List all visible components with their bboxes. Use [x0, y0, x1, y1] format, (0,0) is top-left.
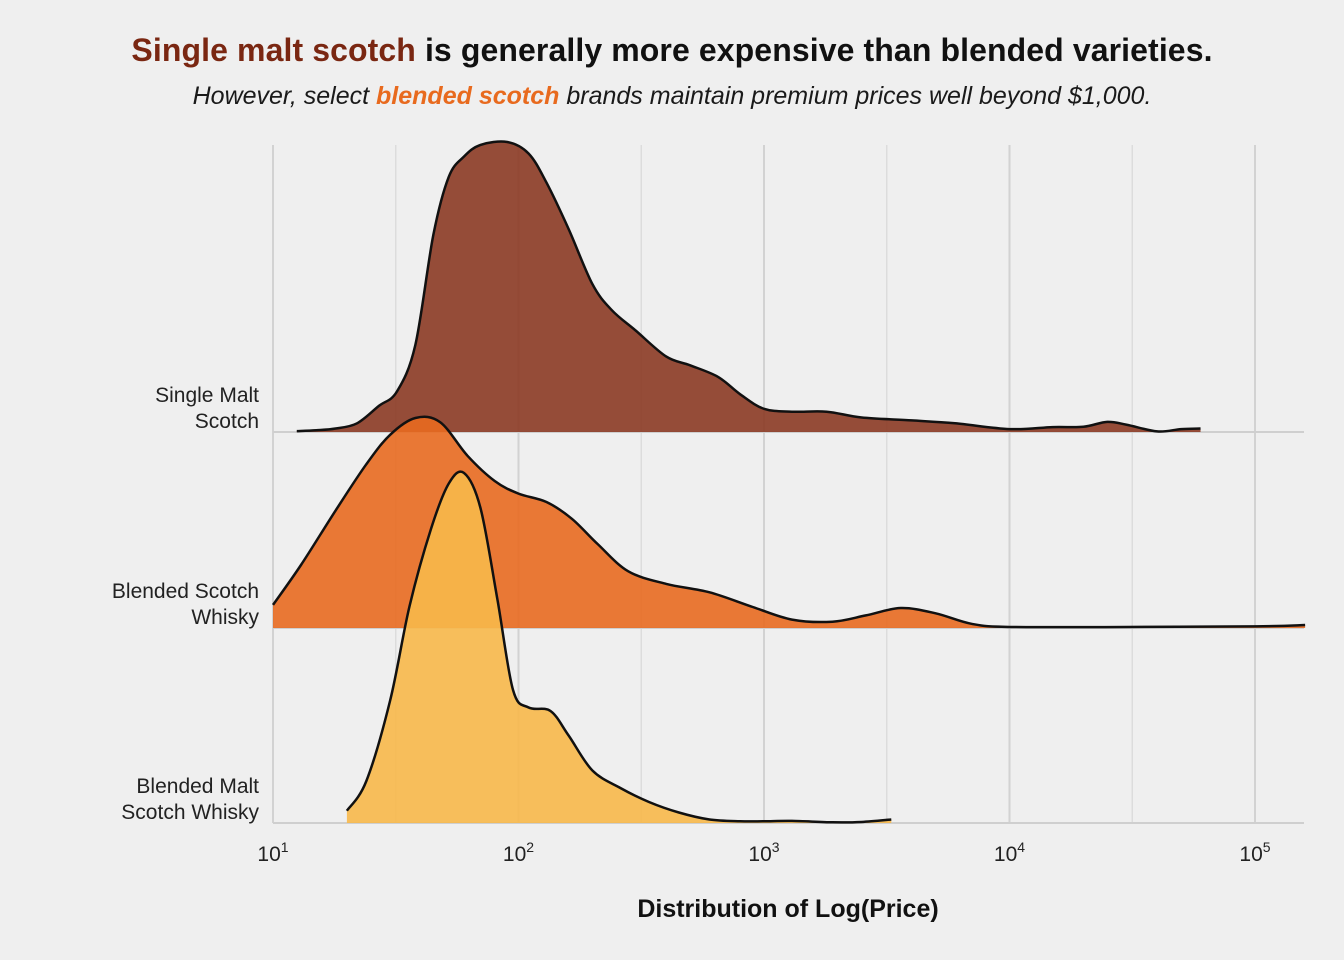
- category-label: Whisky: [191, 606, 259, 629]
- x-axis-label: Distribution of Log(Price): [637, 895, 938, 923]
- density-fill-single-malt-scotch: [296, 141, 1201, 432]
- chart-subtitle: However, select blended scotch brands ma…: [0, 82, 1344, 111]
- subtitle-suffix: brands maintain premium prices well beyo…: [559, 82, 1152, 110]
- chart-title: Single malt scotch is generally more exp…: [0, 32, 1344, 69]
- category-label: Blended Malt: [136, 775, 259, 798]
- category-label: Blended Scotch: [112, 580, 259, 603]
- x-tick-label: 105: [1239, 839, 1270, 866]
- title-highlight: Single malt scotch: [131, 32, 416, 68]
- category-label: Scotch: [195, 410, 259, 433]
- x-tick-label: 104: [994, 839, 1025, 866]
- density-curve-single-malt-scotch: [296, 140, 1201, 433]
- density-curve-blended-scotch-whisky: [271, 415, 1306, 629]
- title-rest: is generally more expensive than blended…: [415, 32, 1213, 68]
- x-tick-label: 101: [257, 839, 288, 866]
- density-curve-blended-malt-scotch-whisky: [345, 470, 892, 824]
- density-fill-blended-scotch-whisky: [273, 416, 1306, 628]
- density-fill-blended-malt-scotch-whisky: [346, 471, 892, 823]
- subtitle-highlight: blended scotch: [376, 82, 560, 110]
- subtitle-prefix: However, select: [192, 82, 377, 110]
- category-label: Single Malt: [155, 384, 259, 407]
- x-tick-label: 102: [503, 839, 534, 866]
- category-label: Scotch Whisky: [121, 801, 259, 824]
- x-tick-label: 103: [748, 839, 779, 866]
